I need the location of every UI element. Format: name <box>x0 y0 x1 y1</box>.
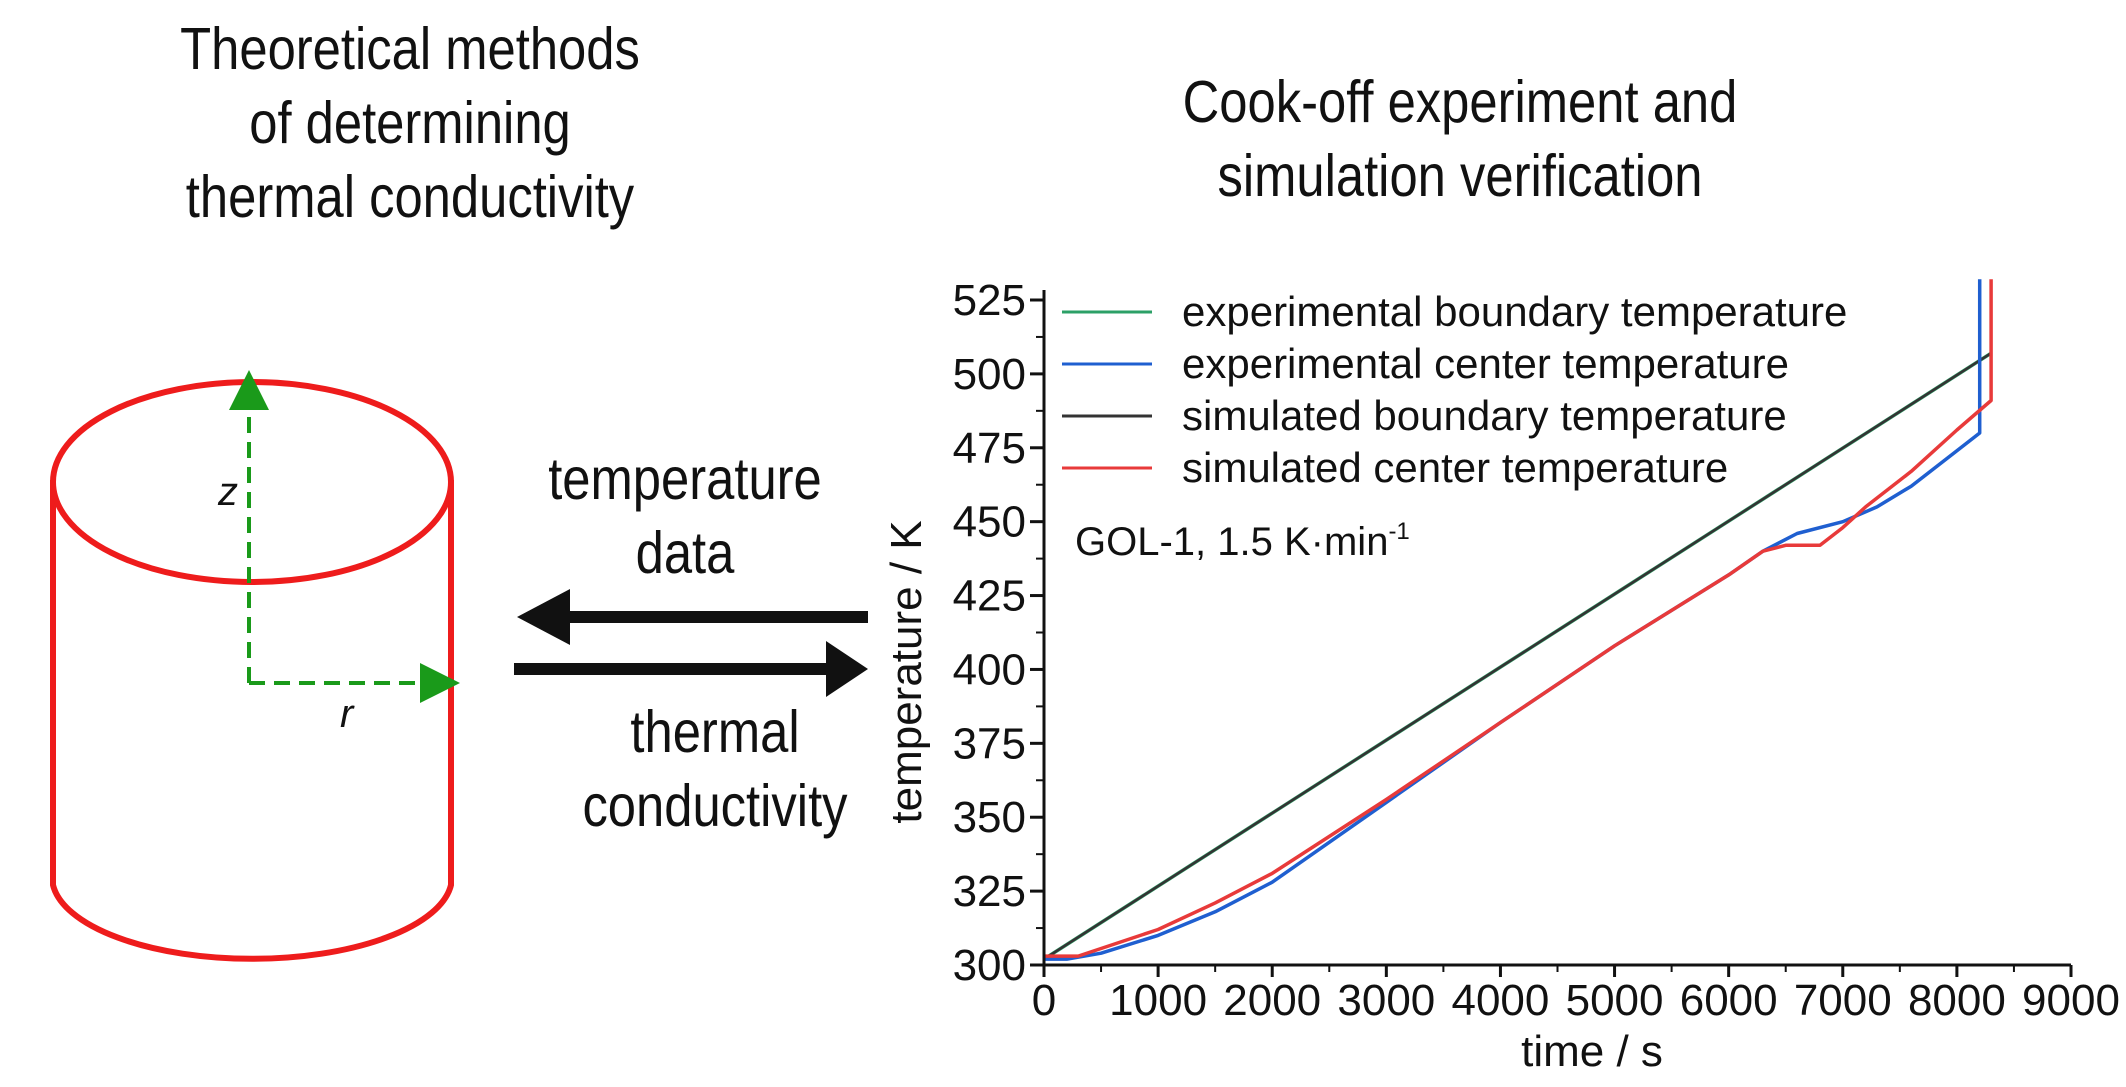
thermal-conductivity-line-2: conductivity <box>582 773 848 839</box>
y-tick-label: 350 <box>953 793 1026 842</box>
x-tick-label: 8000 <box>1908 976 2006 1025</box>
y-axis-title: temperature / K <box>882 520 931 823</box>
thermal-conductivity-line-1: thermal <box>630 699 800 765</box>
cylinder-body <box>50 480 454 962</box>
temperature-chart: 0 1000 2000 3000 4000 5000 6000 7000 8000 9000 300… <box>882 276 2120 1076</box>
z-label: z <box>217 470 238 514</box>
right-arrow <box>514 641 868 697</box>
chart-ticks: 0 1000 2000 3000 4000 5000 6000 7000 8000 9000 300… <box>953 276 2120 1025</box>
series-line-4 <box>1044 279 1993 958</box>
left-arrow <box>517 589 868 645</box>
x-axis-title: time / s <box>1521 1027 1663 1076</box>
x-tick-label: 7000 <box>1794 976 1892 1025</box>
x-tick-label: 0 <box>1032 976 1056 1025</box>
thermal-conductivity-label: thermal conductivity <box>573 695 857 843</box>
y-tick-label: 325 <box>953 867 1026 916</box>
annotation-superscript: -1 <box>1388 518 1409 545</box>
annotation-text: GOL-1, 1.5 K·min <box>1075 520 1388 564</box>
chart-legend: experimental boundary temperature experim… <box>1062 288 1847 491</box>
y-tick-label: 500 <box>953 350 1026 399</box>
y-tick-label: 425 <box>953 572 1026 621</box>
x-tick-label: 3000 <box>1337 976 1435 1025</box>
chart-annotation: GOL-1, 1.5 K·min-1 <box>1075 518 1410 564</box>
x-tick-label: 9000 <box>2022 976 2120 1025</box>
y-tick-label: 450 <box>953 498 1026 547</box>
cylinder-diagram: z r <box>50 370 460 962</box>
x-tick-label: 1000 <box>1109 976 1207 1025</box>
y-tick-label: 300 <box>953 941 1026 990</box>
left-title: Theoretical methods of determining therm… <box>118 12 703 234</box>
legend-label-3: simulated boundary temperature <box>1182 392 1787 439</box>
temperature-data-line-2: data <box>635 520 735 586</box>
temperature-data-line-1: temperature <box>548 446 822 512</box>
left-title-line-1: Theoretical methods <box>180 16 640 82</box>
cylinder-top-ellipse <box>50 379 454 585</box>
right-title-line-2: simulation verification <box>1217 143 1703 209</box>
left-title-line-3: thermal conductivity <box>185 164 635 230</box>
temperature-data-label: temperature data <box>543 442 827 590</box>
r-label: r <box>340 692 355 736</box>
left-title-line-2: of determining <box>249 90 571 156</box>
x-tick-label: 5000 <box>1566 976 1664 1025</box>
legend-label-2: experimental center temperature <box>1182 340 1789 387</box>
y-tick-label: 475 <box>953 424 1026 473</box>
legend-label-1: experimental boundary temperature <box>1182 288 1847 335</box>
legend-label-4: simulated center temperature <box>1182 444 1728 491</box>
y-tick-label: 375 <box>953 719 1026 768</box>
x-tick-label: 2000 <box>1223 976 1321 1025</box>
right-title: Cook-off experiment and simulation verif… <box>1133 65 1787 213</box>
exchange-arrows <box>514 589 868 697</box>
x-tick-label: 6000 <box>1680 976 1778 1025</box>
y-tick-label: 400 <box>953 645 1026 694</box>
y-tick-label: 525 <box>953 276 1026 325</box>
series-line-3 <box>1043 352 1992 961</box>
x-tick-label: 4000 <box>1451 976 1549 1025</box>
series-lines <box>1043 279 1993 961</box>
right-title-line-1: Cook-off experiment and <box>1182 69 1738 135</box>
